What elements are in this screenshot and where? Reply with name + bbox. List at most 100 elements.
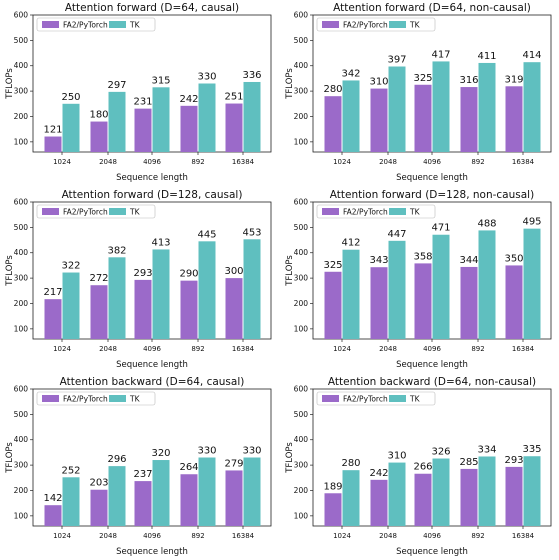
- legend-label-fa2: FA2/PyTorch: [63, 21, 108, 30]
- data-label: 279: [224, 458, 243, 469]
- x-tick-label: 16384: [512, 158, 535, 166]
- bar-fa2: [324, 96, 342, 152]
- chart-panel: Attention backward (D=64, non-causal) 100…: [285, 376, 552, 557]
- legend-swatch-tk: [389, 208, 406, 215]
- data-label: 471: [431, 223, 450, 234]
- bar-tk: [62, 477, 80, 526]
- bar-fa2: [414, 263, 432, 339]
- bar-tk: [388, 462, 406, 526]
- legend-swatch-fa2: [322, 208, 339, 215]
- bar-fa2: [180, 280, 198, 339]
- data-label: 142: [43, 493, 62, 504]
- y-tick-label: 100: [294, 324, 309, 333]
- legend-swatch-tk: [389, 395, 406, 402]
- bar-fa2: [180, 474, 198, 526]
- y-tick-label: 600: [14, 198, 29, 207]
- data-label: 412: [341, 238, 360, 249]
- data-label: 334: [477, 444, 496, 455]
- data-label: 488: [477, 218, 496, 229]
- bar-fa2: [134, 279, 152, 339]
- data-label: 300: [224, 266, 243, 277]
- legend-label-fa2: FA2/PyTorch: [343, 208, 388, 217]
- y-tick-label: 400: [14, 61, 29, 70]
- bar-fa2: [44, 505, 62, 526]
- bar-tk: [243, 239, 261, 339]
- legend-label-tk: TK: [129, 395, 141, 404]
- x-tick-label: 2048: [99, 158, 117, 166]
- legend-label-tk: TK: [409, 21, 421, 30]
- x-tick-label: 2048: [379, 158, 397, 166]
- x-tick-label: 1024: [333, 532, 351, 540]
- x-tick-label: 16384: [232, 345, 255, 353]
- data-label: 251: [224, 92, 243, 103]
- y-tick-label: 200: [14, 112, 29, 121]
- legend-label-fa2: FA2/PyTorch: [343, 21, 388, 30]
- data-label: 319: [504, 74, 523, 85]
- bar-fa2: [324, 493, 342, 526]
- data-label: 325: [323, 260, 342, 271]
- data-label: 350: [504, 253, 523, 264]
- data-label: 316: [459, 75, 478, 86]
- x-axis-label: Sequence length: [396, 547, 468, 557]
- bar-fa2: [134, 481, 152, 526]
- legend-swatch-tk: [109, 208, 126, 215]
- y-axis-label: TFLOPs: [5, 68, 15, 100]
- x-tick-label: 892: [471, 345, 484, 353]
- y-tick-label: 300: [294, 87, 309, 96]
- y-tick-label: 300: [294, 461, 309, 470]
- legend-swatch-tk: [389, 21, 406, 28]
- y-tick-label: 200: [294, 112, 309, 121]
- data-label: 297: [107, 80, 126, 91]
- x-tick-label: 16384: [512, 345, 535, 353]
- x-tick-label: 4096: [423, 345, 441, 353]
- legend-swatch-tk: [109, 395, 126, 402]
- y-tick-label: 200: [14, 486, 29, 495]
- y-tick-label: 500: [294, 410, 309, 419]
- legend-swatch-fa2: [42, 208, 59, 215]
- y-tick-label: 300: [14, 461, 29, 470]
- data-label: 414: [522, 50, 541, 61]
- data-label: 315: [151, 75, 170, 86]
- chart-panel: Attention forward (D=64, causal) 100 200 30…: [5, 2, 272, 183]
- bar-tk: [108, 466, 126, 526]
- data-label: 453: [242, 227, 261, 238]
- legend-swatch-tk: [109, 21, 126, 28]
- data-label: 411: [477, 51, 496, 62]
- bar-fa2: [225, 470, 243, 526]
- legend-swatch-fa2: [322, 395, 339, 402]
- x-tick-label: 4096: [143, 532, 161, 540]
- chart-title: Attention backward (D=64, non-causal): [328, 376, 536, 388]
- data-label: 285: [459, 457, 478, 468]
- legend: FA2/PyTorch TK: [36, 391, 156, 406]
- bar-fa2: [90, 489, 108, 526]
- x-tick-label: 1024: [333, 345, 351, 353]
- data-label: 272: [89, 273, 108, 284]
- bar-tk: [152, 249, 170, 339]
- data-label: 189: [323, 481, 342, 492]
- x-tick-label: 4096: [143, 345, 161, 353]
- y-tick-label: 100: [294, 137, 309, 146]
- data-label: 293: [133, 268, 152, 279]
- y-tick-label: 600: [14, 385, 29, 394]
- bar-tk: [388, 240, 406, 339]
- x-tick-label: 2048: [379, 532, 397, 540]
- chart-title: Attention forward (D=128, non-causal): [330, 189, 534, 201]
- legend-label-tk: TK: [409, 395, 421, 404]
- y-axis-label: TFLOPs: [5, 442, 15, 474]
- bar-fa2: [505, 86, 523, 152]
- bar-tk: [152, 460, 170, 526]
- y-tick-label: 600: [294, 11, 309, 20]
- data-label: 330: [197, 72, 216, 83]
- x-axis-label: Sequence length: [116, 173, 188, 183]
- bar-tk: [432, 458, 450, 526]
- data-label: 293: [504, 455, 523, 466]
- data-label: 280: [341, 458, 360, 469]
- y-tick-label: 300: [14, 87, 29, 96]
- bar-fa2: [44, 136, 62, 152]
- data-label: 310: [369, 77, 388, 88]
- y-axis-label: TFLOPs: [5, 255, 15, 287]
- bar-fa2: [505, 466, 523, 526]
- chart-title: Attention forward (D=64, non-causal): [333, 2, 531, 14]
- x-tick-label: 892: [191, 345, 204, 353]
- y-tick-label: 500: [294, 36, 309, 45]
